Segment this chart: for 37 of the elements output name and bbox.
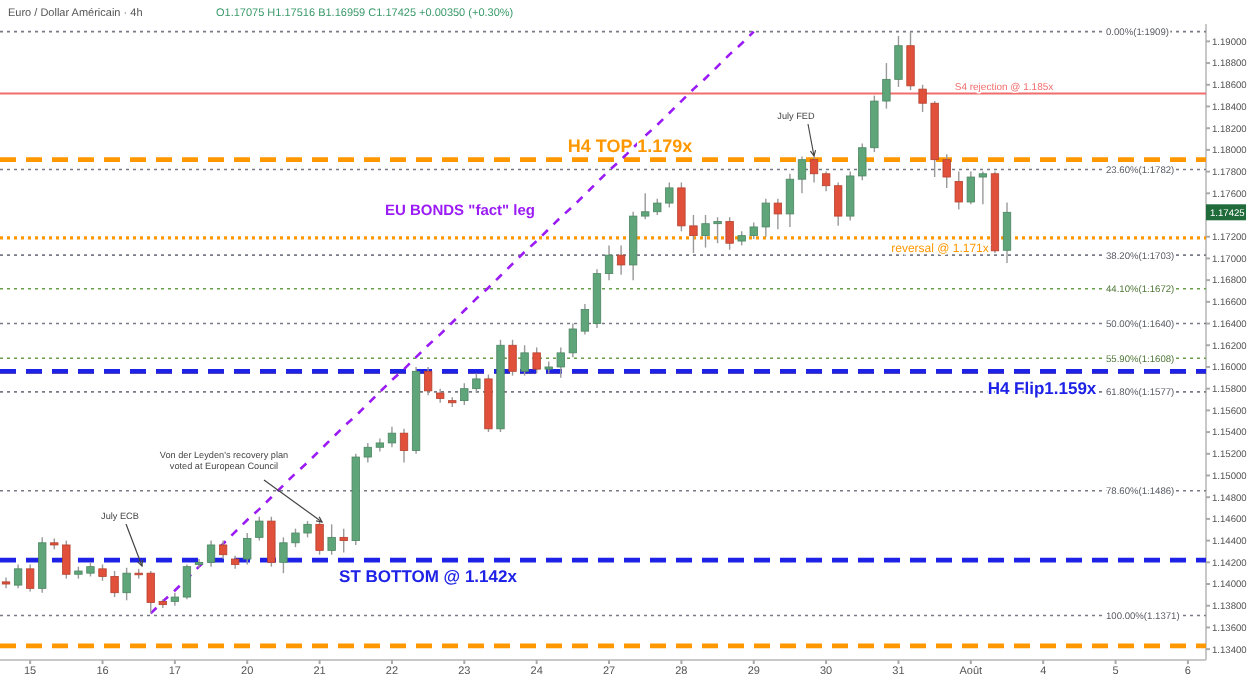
annotation: ST BOTTOM @ 1.142x: [339, 565, 518, 586]
candlestick: [38, 536, 47, 594]
candlestick: [616, 244, 626, 276]
candlestick: [399, 428, 409, 464]
candlestick: [1002, 201, 1012, 264]
candlestick: [206, 539, 216, 568]
candlestick: [785, 173, 795, 228]
candlestick: [604, 244, 614, 281]
candlestick: [520, 344, 529, 377]
candlestick: [218, 539, 228, 560]
candlestick: [773, 198, 783, 230]
candlestick: [906, 30, 915, 91]
candlestick: [966, 170, 975, 205]
candlestick: [834, 181, 843, 227]
candlestick: [387, 425, 397, 448]
candlestick: [978, 170, 988, 205]
candlestick: [423, 366, 433, 396]
candlestick: [508, 339, 517, 377]
candlestick: [954, 170, 963, 211]
candlestick: [122, 567, 131, 602]
candlestick: [327, 523, 336, 556]
candlestick: [26, 563, 35, 593]
annotation: H4 TOP 1.179x: [567, 136, 693, 157]
candlestick: [315, 520, 324, 556]
candlestick: [255, 516, 264, 542]
candlestick: [580, 303, 590, 336]
candlestick: [725, 216, 734, 251]
line-series: [149, 30, 756, 615]
candlestick: [267, 516, 276, 568]
candlestick: [797, 155, 807, 195]
annotation: H4 Flip1.159x: [987, 377, 1097, 398]
candlestick: [182, 563, 192, 600]
candlestick: [821, 170, 831, 192]
candlestick: [532, 346, 541, 375]
candlestick: [243, 532, 252, 566]
candlestick: [13, 563, 23, 590]
candlestick: [339, 527, 348, 554]
